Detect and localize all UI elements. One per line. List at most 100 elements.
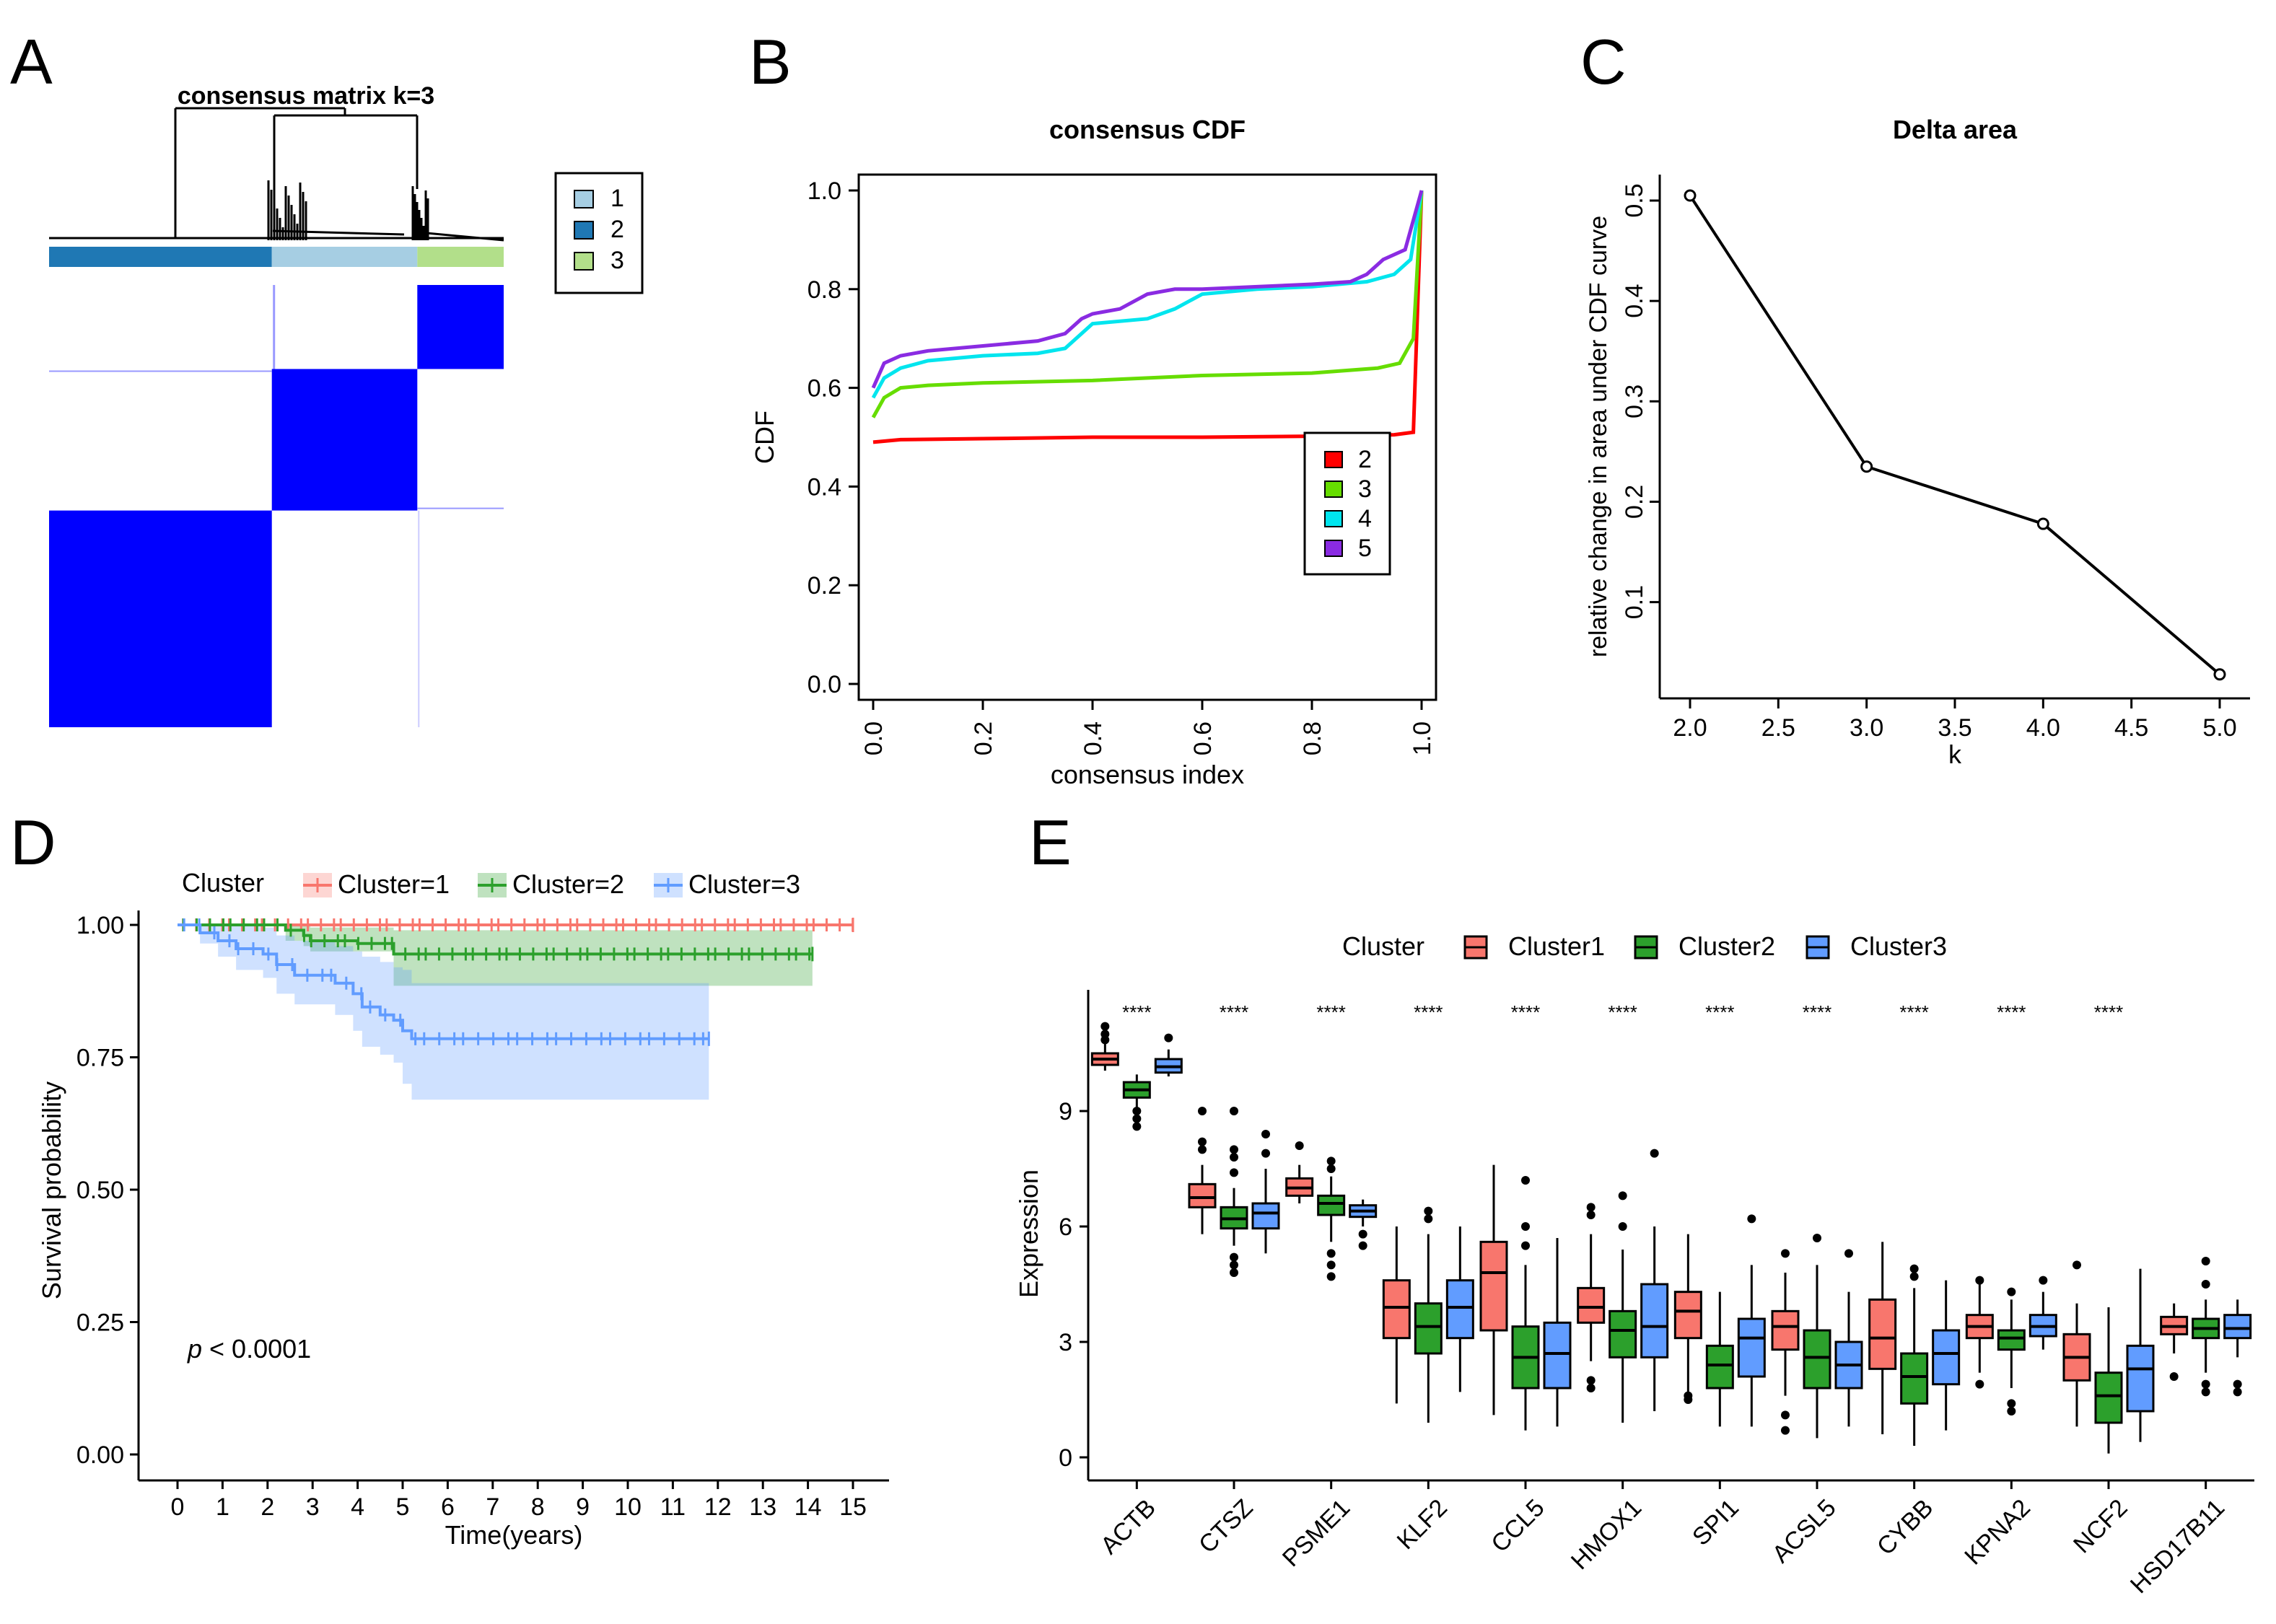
box-outlier: [1230, 1168, 1238, 1177]
cdf-legend-label-5: 5: [1358, 535, 1372, 562]
box-significance: ****: [1511, 1001, 1540, 1023]
box-significance: ****: [1608, 1001, 1637, 1023]
cdf-line-k2: [872, 190, 1424, 444]
panel-letter-d: D: [10, 807, 56, 878]
box-category-label: PSME1: [1277, 1494, 1355, 1572]
box-significance: ****: [1803, 1001, 1831, 1023]
delta-ytick-label: 0.3: [1621, 385, 1648, 418]
box-ytick-label: 0: [1059, 1444, 1072, 1472]
consensus-block-1: [271, 369, 418, 511]
box-category-label: KPNA2: [1959, 1494, 2036, 1571]
box-outlier: [1100, 1022, 1110, 1031]
km-xtick-label: 10: [614, 1493, 642, 1521]
box-outlier: [1230, 1145, 1238, 1154]
cdf-line-k3: [871, 190, 1424, 418]
cdf-legend-label-2: 2: [1358, 446, 1372, 473]
box-body: [2094, 1371, 2123, 1424]
box-outlier: [1975, 1276, 1984, 1285]
box-outlier: [1618, 1191, 1627, 1201]
box-body: [1868, 1298, 1897, 1370]
cdf-xtick-label: 0.2: [970, 721, 997, 755]
box-outlier: [1132, 1114, 1142, 1123]
cdf-ytick-label: 0.4: [807, 473, 841, 501]
box-outlier: [1198, 1145, 1207, 1154]
box-significance: ****: [1705, 1001, 1734, 1023]
legend-label-1: 1: [610, 185, 624, 212]
cdf-legend-swatch-2: [1324, 451, 1343, 468]
box-outlier: [2201, 1379, 2210, 1389]
km-xtick-label: 13: [749, 1493, 776, 1521]
box-significance: ****: [1316, 1001, 1345, 1023]
box-outlier: [1326, 1164, 1336, 1173]
cdf-xlabel: consensus index: [1051, 760, 1244, 789]
cdf-plot-frame: [857, 173, 1437, 701]
box-outlier: [1586, 1384, 1596, 1392]
cdf-ytick-label: 0.8: [807, 276, 841, 304]
box-outlier: [2169, 1372, 2179, 1381]
box-significance: ****: [1122, 1001, 1151, 1023]
box-outlier: [1198, 1107, 1207, 1115]
box-outlier: [1326, 1272, 1336, 1281]
box-significance: ****: [1899, 1001, 1928, 1023]
box-outlier: [2233, 1379, 2242, 1389]
consensus-block-2: [49, 510, 272, 727]
box-outlier: [2007, 1399, 2016, 1408]
box-outlier: [1230, 1252, 1238, 1262]
heatmap-title: consensus matrix k=3: [178, 82, 434, 110]
legend-label-2: 2: [610, 216, 624, 243]
heatmap-legend-box: [554, 172, 644, 294]
box-outlier: [1521, 1222, 1530, 1231]
cdf-xtick-label: 0.4: [1080, 721, 1107, 755]
box-outlier: [1132, 1122, 1142, 1131]
box-outlier: [2073, 1260, 2081, 1270]
legend-label-3: 3: [610, 247, 624, 274]
box-body: [2223, 1314, 2252, 1340]
cdf-line-k5: [871, 190, 1424, 389]
km-ytick-label: 1.00: [76, 912, 124, 939]
box-significance: ****: [1997, 1001, 2026, 1023]
km-ytick-label: 0.50: [76, 1177, 124, 1204]
panel-letter-b: B: [749, 26, 792, 97]
km-ytick-label: 0.00: [76, 1441, 124, 1469]
box-outlier: [2039, 1276, 2048, 1285]
cdf-legend-label-3: 3: [1358, 475, 1372, 503]
panel-e-expression-boxplot: Cluster Cluster1 Cluster2 Cluster3 0 3 6 9 Expre…: [1014, 931, 2254, 1599]
km-ytick-label: 0.75: [76, 1045, 124, 1072]
box-outlier: [1781, 1426, 1790, 1435]
delta-xtick-label: 3.5: [1938, 714, 1971, 742]
delta-ytick-label: 0.2: [1621, 485, 1648, 519]
box-outlier: [1975, 1379, 1984, 1389]
box-body: [2126, 1344, 2155, 1413]
box-body: [1737, 1317, 1766, 1378]
box-body: [1543, 1321, 1572, 1390]
box-legend-label: Cluster3: [1850, 931, 1947, 961]
box-category-label: CCL5: [1486, 1494, 1549, 1558]
km-xtick-label: 14: [795, 1493, 822, 1521]
box-outlier: [1164, 1033, 1173, 1043]
box-significance: ****: [1414, 1001, 1443, 1023]
box-outlier: [1230, 1268, 1238, 1277]
panel-letter-c: C: [1580, 26, 1627, 97]
delta-point-k2: [1684, 189, 1697, 202]
delta-line: [1689, 194, 2221, 676]
box-outlier: [1586, 1203, 1596, 1212]
km-legend-label: Cluster=3: [688, 869, 800, 899]
box-ylabel: Expression: [1014, 1169, 1043, 1298]
consensus-block-3: [417, 285, 504, 369]
box-body: [1479, 1240, 1508, 1332]
box-outlier: [1230, 1107, 1238, 1115]
box-body: [1317, 1194, 1346, 1216]
box-category-label: HMOX1: [1566, 1494, 1647, 1575]
km-xlabel: Time(years): [445, 1520, 583, 1550]
box-outlier: [1424, 1206, 1433, 1216]
box-legend-label: Cluster1: [1508, 931, 1605, 961]
box-outlier: [1650, 1149, 1659, 1158]
cdf-ytick-label: 0.6: [807, 375, 841, 403]
box-body: [1640, 1283, 1669, 1359]
box-outlier: [1326, 1156, 1336, 1166]
km-xtick-label: 9: [576, 1493, 590, 1521]
cdf-legend-label-4: 4: [1358, 505, 1372, 532]
box-body: [1900, 1352, 1929, 1405]
legend-swatch-3: [574, 252, 594, 271]
box-outlier: [2233, 1387, 2242, 1397]
